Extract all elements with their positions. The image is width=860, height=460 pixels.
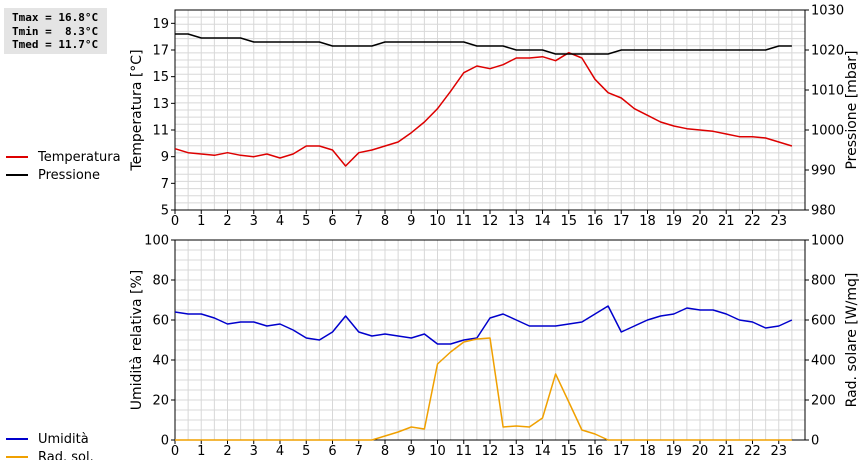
- x-tick-label: 20: [692, 444, 709, 459]
- x-tick-label: 11: [455, 444, 472, 459]
- x-tick-label: 16: [587, 444, 604, 459]
- x-tick-label: 17: [613, 214, 630, 229]
- x-tick-label: 16: [587, 214, 604, 229]
- stats-box: Tmax = 16.8°C Tmin = 8.3°C Tmed = 11.7°C: [4, 8, 107, 54]
- y-left-tick-label: 20: [152, 394, 169, 409]
- y-left-tick-label: 19: [152, 17, 169, 32]
- series-line-rad-sol: [175, 337, 792, 441]
- x-tick-label: 10: [429, 444, 446, 459]
- y-left-tick-label: 17: [152, 44, 169, 59]
- x-tick-label: 0: [171, 444, 179, 459]
- x-tick-label: 8: [381, 444, 389, 459]
- y-left-tick-label: 60: [152, 314, 169, 329]
- y-left-tick-label: 100: [144, 234, 169, 249]
- tmin-text: Tmin = 8.3°C: [12, 24, 99, 38]
- x-tick-label: 20: [692, 214, 709, 229]
- x-tick-label: 17: [613, 444, 630, 459]
- legend-label-temperatura: Temperatura: [37, 150, 121, 165]
- y-right-axis-label: Pressione [mbar]: [844, 50, 860, 169]
- x-tick-label: 10: [429, 214, 446, 229]
- series-line-umidit: [174, 305, 793, 345]
- y-right-tick-label: 990: [811, 164, 836, 179]
- y-left-tick-label: 0: [161, 434, 169, 449]
- x-tick-label: 13: [508, 214, 525, 229]
- x-tick-label: 6: [328, 444, 336, 459]
- x-tick-label: 7: [355, 214, 363, 229]
- x-tick-label: 23: [770, 214, 787, 229]
- x-tick-label: 1: [197, 214, 205, 229]
- x-tick-label: 12: [482, 444, 499, 459]
- x-tick-label: 19: [665, 214, 682, 229]
- y-left-tick-label: 15: [152, 70, 169, 85]
- x-tick-label: 15: [560, 214, 577, 229]
- x-tick-label: 3: [250, 444, 258, 459]
- legend-label-umidit: Umidità: [38, 432, 89, 447]
- x-tick-label: 13: [508, 444, 525, 459]
- y-left-axis-label: Temperatura [°C]: [129, 49, 145, 171]
- y-right-tick-label: 980: [811, 204, 836, 219]
- x-tick-label: 0: [171, 214, 179, 229]
- x-tick-label: 11: [455, 214, 472, 229]
- y-left-axis-label: Umidità relativa [%]: [129, 270, 145, 411]
- tmed-text: Tmed = 11.7°C: [12, 38, 99, 51]
- x-tick-label: 12: [482, 214, 499, 229]
- x-tick-label: 5: [302, 214, 310, 229]
- x-tick-label: 2: [223, 444, 231, 459]
- x-tick-label: 15: [560, 444, 577, 459]
- x-tick-label: 23: [770, 444, 787, 459]
- chart-panel-2: 0 1 2 3 4 5 6 7 8 9 10 11 12 13 14 15 16 17 18 19 20 21 22 2302…: [6, 234, 860, 460]
- y-right-axis-label: Rad. solare [W/mq]: [844, 273, 860, 408]
- x-tick-label: 18: [639, 214, 656, 229]
- x-tick-label: 5: [302, 444, 310, 459]
- chart-panel-1: 0 1 2 3 4 5 6 7 8 9 10 11 12 13 14 15 16 17 18 19 20 21 22 2357…: [6, 4, 860, 229]
- y-left-tick-label: 5: [161, 204, 169, 219]
- legend-label-pressione: Pressione: [38, 168, 100, 183]
- y-right-tick-label: 800: [811, 274, 836, 289]
- series-line-temperatura: [174, 51, 793, 167]
- x-tick-label: 3: [250, 214, 258, 229]
- y-left-tick-label: 11: [152, 124, 169, 139]
- x-tick-label: 9: [407, 214, 415, 229]
- legend-label-rad-sol: Rad. sol.: [38, 450, 94, 460]
- x-tick-label: 22: [744, 444, 761, 459]
- y-right-tick-label: 1000: [811, 234, 844, 249]
- y-right-tick-label: 1020: [811, 44, 844, 59]
- y-right-tick-label: 1010: [811, 84, 844, 99]
- x-tick-label: 14: [534, 444, 551, 459]
- y-right-tick-label: 1000: [811, 124, 844, 139]
- x-tick-label: 9: [407, 444, 415, 459]
- y-left-tick-label: 13: [152, 97, 169, 112]
- x-tick-label: 21: [718, 444, 735, 459]
- tmax-text: Tmax = 16.8°C: [12, 11, 99, 24]
- x-tick-label: 4: [276, 444, 284, 459]
- x-tick-label: 6: [328, 214, 336, 229]
- x-tick-label: 22: [744, 214, 761, 229]
- x-tick-label: 7: [355, 444, 363, 459]
- x-tick-label: 4: [276, 214, 284, 229]
- y-left-tick-label: 40: [152, 354, 169, 369]
- x-tick-label: 14: [534, 214, 551, 229]
- y-right-tick-label: 200: [811, 394, 836, 409]
- series-line-pressione: [175, 33, 792, 55]
- y-left-tick-label: 9: [161, 150, 169, 165]
- y-right-tick-label: 400: [811, 354, 836, 369]
- y-left-tick-label: 80: [152, 274, 169, 289]
- x-tick-label: 2: [223, 214, 231, 229]
- y-right-tick-label: 600: [811, 314, 836, 329]
- x-tick-label: 19: [665, 444, 682, 459]
- x-tick-label: 1: [197, 444, 205, 459]
- x-tick-label: 21: [718, 214, 735, 229]
- x-tick-label: 18: [639, 444, 656, 459]
- y-right-tick-label: 0: [811, 434, 819, 449]
- x-tick-label: 8: [381, 214, 389, 229]
- y-left-tick-label: 7: [161, 177, 169, 192]
- y-right-tick-label: 1030: [811, 4, 844, 19]
